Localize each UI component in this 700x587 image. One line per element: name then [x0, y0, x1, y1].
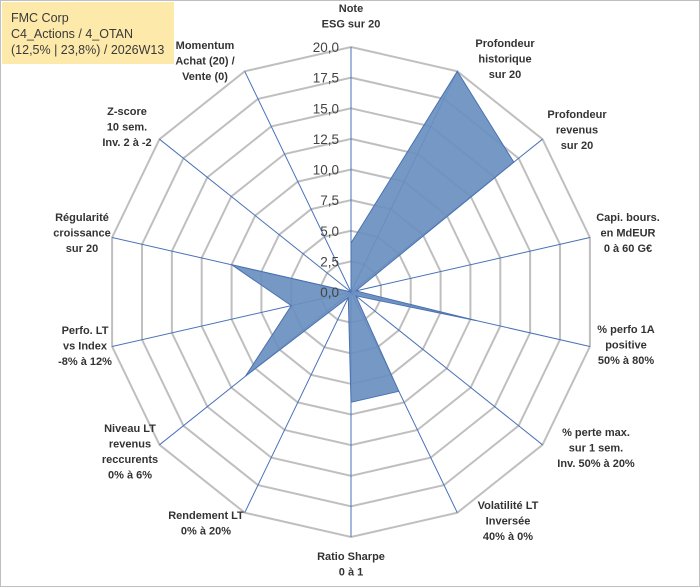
axis-label: Inv. 2 à -2 [102, 137, 151, 149]
axis-label: % perfo 1A [597, 324, 655, 336]
axis-label: positive [605, 340, 647, 352]
axis-spoke [244, 291, 352, 513]
axis-label-group: Profondeur revenus sur 20 [547, 109, 607, 152]
axis-label: Vente (0) [182, 71, 228, 83]
axis-spoke [244, 71, 352, 293]
tick-label: 10,0 [313, 163, 339, 178]
axis-label: Ratio Sharpe [317, 551, 385, 563]
axis-label: 0% à 6% [108, 470, 152, 482]
tick-label: 0,0 [320, 285, 339, 300]
axis-label: vs Index [63, 341, 108, 353]
axis-label: sur 1 sem. [569, 443, 623, 455]
axis-label: Perfo. LT [62, 325, 109, 337]
axis-label: Volatilité LT [478, 500, 539, 512]
chart-title-line-2: C4_Actions / 4_OTAN [11, 27, 134, 41]
tick-label: 7,5 [320, 193, 339, 208]
axis-label-group: Z-score 10 sem. Inv. 2 à -2 [102, 106, 151, 149]
axis-label-group: Niveau LT revenus reccurents 0% à 6% [102, 423, 158, 482]
axis-label: Inv. 50% à 20% [557, 458, 635, 470]
axis-label: reccurents [102, 454, 158, 466]
axis-label-group: Profondeur historique sur 20 [475, 38, 535, 81]
axis-label: Note [339, 3, 363, 15]
axis-label-group: Note ESG sur 20 [322, 3, 381, 31]
axis-label-group: Perfo. LT vs Index -8% à 12% [58, 325, 112, 368]
axis-label: Capi. bours. [596, 212, 660, 224]
axis-label: 0% à 20% [181, 526, 231, 538]
axis-spoke [350, 237, 591, 293]
axis-label-group: Volatilité LT Inversée 40% à 0% [478, 500, 539, 543]
axis-label: Profondeur [547, 109, 607, 121]
chart-title-line-3: (12,5% | 23,8%) / 2026W13 [11, 43, 165, 57]
axis-label-group: % perte max. sur 1 sem. Inv. 50% à 20% [557, 427, 635, 470]
axis-label: Profondeur [475, 38, 535, 50]
axis-label: 50% à 80% [598, 355, 654, 367]
axis-label-group: % perfo 1A positive 50% à 80% [597, 324, 655, 367]
tick-label: 17,5 [313, 71, 339, 86]
axis-label: Inversée [486, 516, 531, 528]
axis-label: historique [478, 54, 531, 66]
axis-label: % perte max. [562, 427, 630, 439]
chart-title-line-1: FMC Corp [11, 11, 69, 25]
axis-label: sur 20 [66, 243, 98, 255]
axis-label-group: Momentum Achat (20) / Vente (0) [175, 40, 234, 83]
axis-label: Régularité [55, 212, 109, 224]
axis-label: ESG sur 20 [322, 19, 381, 31]
tick-label: 2,5 [320, 254, 339, 269]
axis-spoke [350, 291, 543, 446]
axis-spoke [159, 138, 352, 293]
tick-label: 5,0 [320, 224, 339, 239]
axis-label: 40% à 0% [483, 531, 533, 543]
axis-label: revenus [556, 125, 598, 137]
axis-label: sur 20 [561, 140, 593, 152]
axis-label: 0 à 1 [339, 567, 363, 579]
tick-label: 20,0 [313, 40, 339, 55]
radar-series [231, 70, 515, 403]
tick-label: 12,5 [313, 132, 339, 147]
axis-label: Z-score [107, 106, 147, 118]
radar-axis-labels: Note ESG sur 20 Profondeur historique sur 20… [53, 3, 660, 579]
axis-label-group: Ratio Sharpe 0 à 1 [317, 551, 385, 579]
axis-label: sur 20 [489, 69, 521, 81]
radar-tick-labels: 0,0 2,5 5,0 7,5 10,0 12,5 15,0 17,5 20,0 [313, 40, 339, 300]
axis-label: 10 sem. [107, 122, 147, 134]
axis-label-group: Régularité croissance sur 20 [53, 212, 110, 255]
axis-label: croissance [53, 228, 110, 240]
axis-label-group: Capi. bours. en MdEUR 0 à 60 G€ [596, 212, 660, 255]
axis-label-group: Rendement LT 0% à 20% [168, 510, 244, 538]
axis-label: Momentum [176, 40, 235, 52]
axis-label: -8% à 12% [58, 356, 112, 368]
axis-label: Niveau LT [104, 423, 156, 435]
tick-label: 15,0 [313, 101, 339, 116]
axis-label: 0 à 60 G€ [604, 243, 652, 255]
chart-title-box: FMC Corp C4_Actions / 4_OTAN (12,5% | 23… [2, 2, 174, 64]
axis-label: Rendement LT [168, 510, 244, 522]
axis-label: en MdEUR [601, 228, 656, 240]
axis-label: Achat (20) / [175, 56, 234, 68]
axis-label: revenus [109, 439, 151, 451]
series-area [231, 70, 515, 403]
